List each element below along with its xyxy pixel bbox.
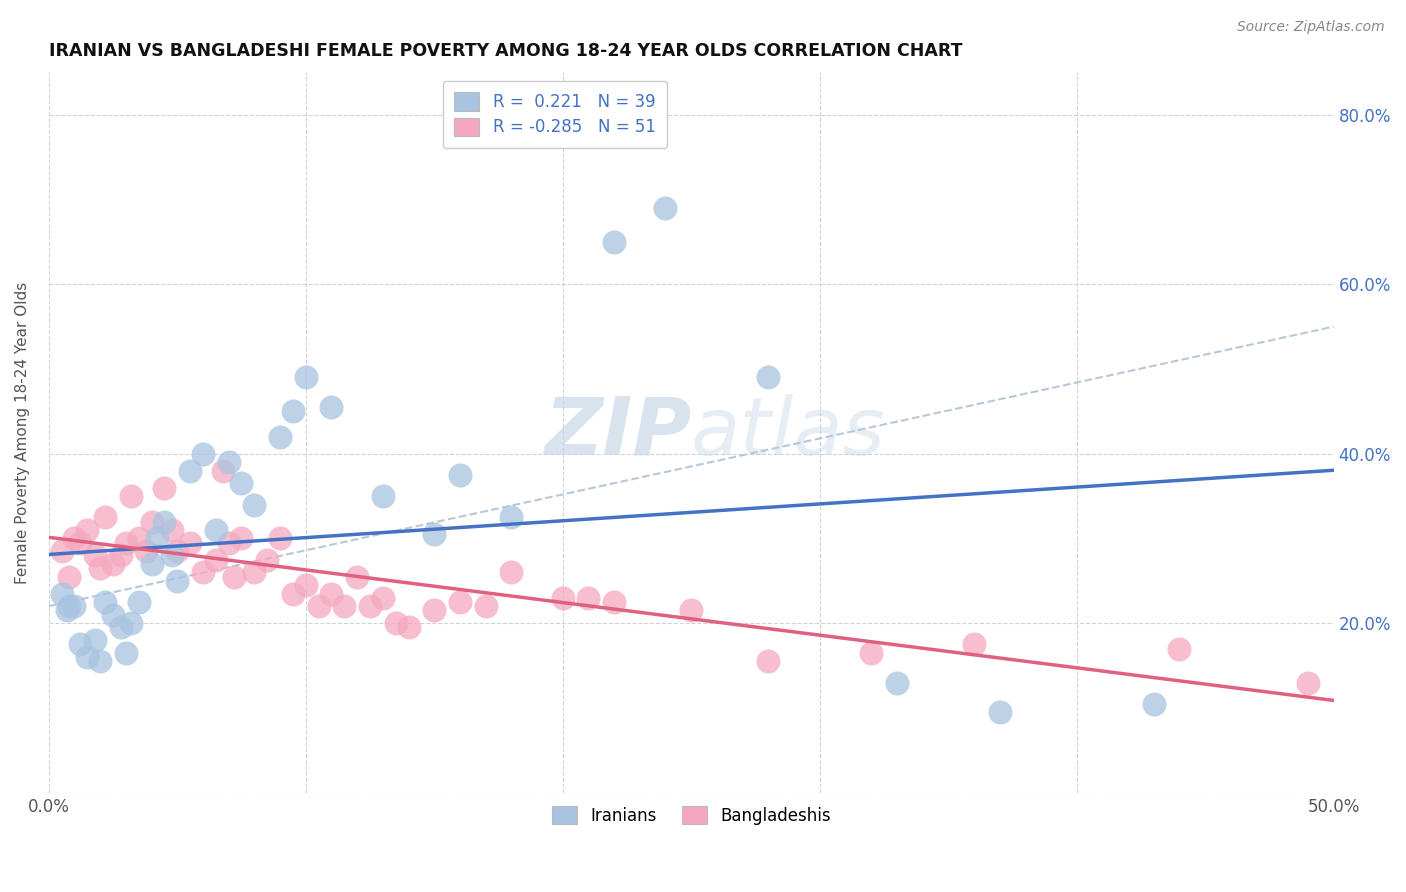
- Point: [886, 675, 908, 690]
- Point: [423, 527, 446, 541]
- Point: [281, 586, 304, 600]
- Point: [166, 544, 188, 558]
- Point: [51, 586, 73, 600]
- Point: [58, 599, 80, 614]
- Point: [308, 599, 330, 614]
- Point: [603, 595, 626, 609]
- Text: IRANIAN VS BANGLADESHI FEMALE POVERTY AMONG 18-24 YEAR OLDS CORRELATION CHART: IRANIAN VS BANGLADESHI FEMALE POVERTY AM…: [49, 42, 962, 60]
- Point: [191, 447, 214, 461]
- Point: [128, 595, 150, 609]
- Point: [756, 370, 779, 384]
- Point: [94, 510, 117, 524]
- Point: [204, 552, 226, 566]
- Point: [231, 532, 253, 546]
- Point: [333, 599, 356, 614]
- Point: [145, 532, 167, 546]
- Point: [1168, 641, 1191, 656]
- Point: [603, 235, 626, 249]
- Point: [110, 549, 132, 563]
- Point: [76, 523, 98, 537]
- Point: [179, 464, 201, 478]
- Point: [69, 637, 91, 651]
- Text: atlas: atlas: [692, 393, 886, 472]
- Point: [94, 595, 117, 609]
- Point: [101, 557, 124, 571]
- Point: [756, 654, 779, 668]
- Point: [294, 370, 316, 384]
- Point: [346, 569, 368, 583]
- Point: [222, 569, 245, 583]
- Point: [160, 523, 183, 537]
- Point: [359, 599, 381, 614]
- Point: [179, 535, 201, 549]
- Point: [1296, 675, 1319, 690]
- Point: [204, 523, 226, 537]
- Point: [58, 569, 80, 583]
- Point: [160, 549, 183, 563]
- Point: [120, 489, 142, 503]
- Point: [371, 591, 394, 605]
- Point: [576, 591, 599, 605]
- Legend: Iranians, Bangladeshis: Iranians, Bangladeshis: [541, 796, 841, 835]
- Point: [89, 561, 111, 575]
- Point: [423, 603, 446, 617]
- Point: [141, 515, 163, 529]
- Point: [243, 566, 266, 580]
- Point: [153, 515, 176, 529]
- Point: [218, 455, 240, 469]
- Point: [681, 603, 703, 617]
- Point: [988, 705, 1011, 719]
- Point: [212, 464, 235, 478]
- Text: ZIP: ZIP: [544, 393, 692, 472]
- Point: [135, 544, 157, 558]
- Point: [101, 607, 124, 622]
- Point: [120, 616, 142, 631]
- Point: [55, 603, 77, 617]
- Point: [76, 650, 98, 665]
- Point: [654, 201, 676, 215]
- Point: [384, 616, 406, 631]
- Point: [1143, 697, 1166, 711]
- Point: [551, 591, 574, 605]
- Point: [371, 489, 394, 503]
- Point: [69, 535, 91, 549]
- Point: [231, 476, 253, 491]
- Point: [501, 566, 523, 580]
- Point: [110, 620, 132, 634]
- Point: [218, 535, 240, 549]
- Point: [449, 467, 471, 482]
- Point: [84, 549, 107, 563]
- Point: [269, 430, 291, 444]
- Y-axis label: Female Poverty Among 18-24 Year Olds: Female Poverty Among 18-24 Year Olds: [15, 281, 30, 583]
- Point: [321, 586, 343, 600]
- Point: [860, 646, 883, 660]
- Point: [243, 498, 266, 512]
- Point: [501, 510, 523, 524]
- Point: [398, 620, 420, 634]
- Point: [84, 633, 107, 648]
- Point: [256, 552, 278, 566]
- Point: [191, 566, 214, 580]
- Point: [63, 532, 86, 546]
- Point: [89, 654, 111, 668]
- Point: [128, 532, 150, 546]
- Point: [449, 595, 471, 609]
- Point: [153, 481, 176, 495]
- Point: [294, 578, 316, 592]
- Point: [115, 646, 138, 660]
- Text: Source: ZipAtlas.com: Source: ZipAtlas.com: [1237, 20, 1385, 34]
- Point: [269, 532, 291, 546]
- Point: [281, 404, 304, 418]
- Point: [321, 400, 343, 414]
- Point: [963, 637, 986, 651]
- Point: [474, 599, 496, 614]
- Point: [166, 574, 188, 588]
- Point: [63, 599, 86, 614]
- Point: [141, 557, 163, 571]
- Point: [115, 535, 138, 549]
- Point: [51, 544, 73, 558]
